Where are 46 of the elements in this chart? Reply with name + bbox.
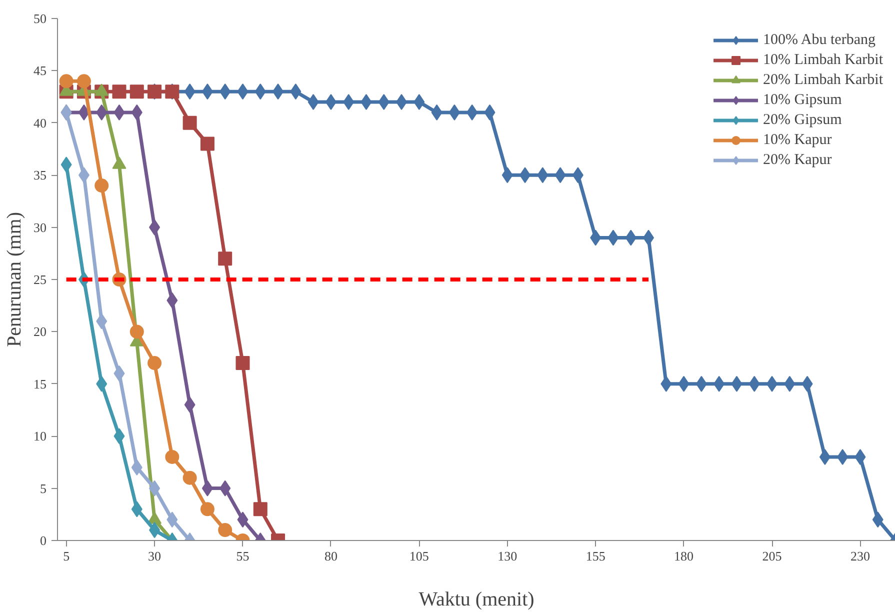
y-tick-label: 0	[40, 533, 46, 548]
legend-label: 20% Kapur	[763, 152, 832, 168]
x-tick-label: 205	[762, 548, 782, 564]
legend-label: 100% Abu terbang	[763, 32, 876, 48]
y-tick-label: 35	[34, 168, 46, 183]
point	[253, 502, 268, 516]
point	[218, 252, 232, 266]
point	[182, 116, 197, 130]
point	[165, 450, 180, 464]
x-tick-label: 180	[674, 548, 694, 564]
y-axis-title: Penurunan (mm)	[4, 212, 26, 347]
x-tick-label: 130	[498, 548, 518, 564]
x-tick-label: 230	[850, 548, 870, 564]
point	[94, 178, 109, 193]
y-tick-label: 45	[34, 63, 46, 78]
point	[200, 136, 214, 151]
x-axis-title: Waktu (menit)	[418, 588, 534, 610]
legend-label: 10% Gipsum	[763, 92, 842, 108]
y-tick-label: 30	[34, 220, 46, 235]
point	[130, 84, 144, 99]
point	[200, 502, 214, 516]
y-tick-label: 5	[40, 480, 46, 496]
x-tick-label: 5	[63, 548, 70, 564]
x-tick-label: 155	[586, 548, 606, 564]
point	[112, 84, 126, 99]
x-tick-label: 80	[324, 548, 338, 564]
legend-label: 20% Limbah Karbit	[763, 72, 883, 88]
y-tick-label: 20	[34, 324, 46, 340]
point	[59, 74, 74, 88]
point	[130, 324, 144, 339]
legend-label: 10% Limbah Karbit	[763, 52, 883, 68]
point	[76, 74, 91, 88]
y-tick-label: 25	[34, 272, 46, 287]
x-tick-label: 30	[148, 548, 162, 564]
point	[218, 523, 232, 538]
point	[148, 356, 162, 370]
y-tick-label: 15	[34, 376, 46, 392]
legend-label: 20% Gipsum	[763, 112, 842, 128]
y-tick-label: 50	[34, 11, 46, 26]
point	[182, 470, 197, 485]
point	[236, 356, 250, 370]
y-tick-label: 10	[34, 428, 46, 444]
x-tick-label: 55	[236, 548, 250, 564]
y-tick-label: 40	[34, 115, 46, 130]
legend-label: 10% Kapur	[763, 132, 832, 148]
x-tick-label: 105	[409, 548, 429, 564]
